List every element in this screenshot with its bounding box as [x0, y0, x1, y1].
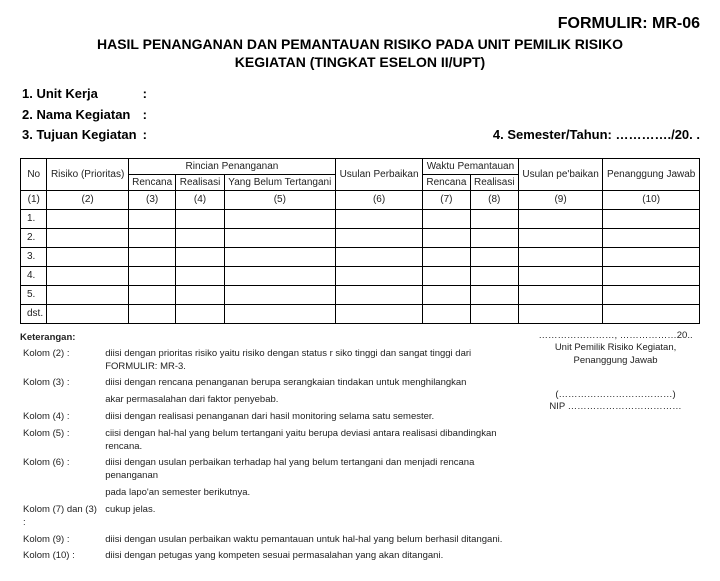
th-usulan: Usulan Perbaikan	[336, 158, 423, 190]
colnum: (7)	[423, 190, 471, 209]
colnum: (4)	[176, 190, 224, 209]
meta-semester: 4. Semester/Tahun: …………./20. .	[493, 127, 700, 146]
colnum: (5)	[224, 190, 335, 209]
title-line2: KEGIATAN (TINGKAT ESELON II/UPT)	[235, 54, 485, 70]
th-realisasi: Realisasi	[176, 174, 224, 190]
table-row: 3.	[21, 247, 47, 266]
th-rencana2: Rencana	[423, 174, 471, 190]
table-row: 2.	[21, 228, 47, 247]
table-row: 1.	[21, 209, 47, 228]
th-belum: Yang Belum Tertangani	[224, 174, 335, 190]
colnum: (3)	[128, 190, 176, 209]
meta-block: 1. Unit Kerja: 2. Nama Kegiatan: 3. Tuju…	[20, 83, 700, 146]
sign-role1: Unit Pemilik Risiko Kegiatan,	[531, 342, 700, 354]
th-waktu: Waktu Pemantauan	[423, 158, 519, 174]
th-rencana: Rencana	[128, 174, 176, 190]
keterangan-block: Keterangan: Kolom (2) :diisi dengan prio…	[20, 332, 531, 566]
form-code: FORMULIR: MR-06	[20, 15, 700, 33]
th-realisasi2: Realisasi	[470, 174, 518, 190]
table-row: 4.	[21, 266, 47, 285]
meta-tujuan-label: 3. Tujuan Kegiatan	[22, 126, 141, 144]
sign-location: ……………………, ………………20..	[531, 330, 700, 342]
sign-nip: NIP ………………………………	[531, 401, 700, 413]
colnum: (8)	[470, 190, 518, 209]
th-usulan-p: Usulan pe'baikan	[518, 158, 602, 190]
th-rincian: Rincian Penanganan	[128, 158, 335, 174]
sign-name: (………………………………)	[531, 389, 700, 401]
colnum: (2)	[47, 190, 128, 209]
table-row: dst.	[21, 304, 47, 323]
colnum: (9)	[518, 190, 602, 209]
form-title: HASIL PENANGANAN DAN PEMANTAUAN RISIKO P…	[20, 35, 700, 71]
sign-role2: Penanggung Jawab	[531, 355, 700, 367]
colnum: (6)	[336, 190, 423, 209]
colnum: (1)	[21, 190, 47, 209]
main-table: No Risiko (Prioritas) Rincian Penanganan…	[20, 158, 700, 324]
meta-unit-label: 1. Unit Kerja	[22, 85, 141, 103]
signature-block: ……………………, ………………20.. Unit Pemilik Risiko…	[531, 330, 700, 414]
colnum: (10)	[603, 190, 700, 209]
meta-left: 1. Unit Kerja: 2. Nama Kegiatan: 3. Tuju…	[20, 83, 153, 146]
th-no: No	[21, 158, 47, 190]
meta-nama-label: 2. Nama Kegiatan	[22, 106, 141, 124]
keterangan-title: Keterangan:	[20, 332, 531, 345]
table-row: 5.	[21, 285, 47, 304]
th-penanggung: Penanggung Jawab	[603, 158, 700, 190]
title-line1: HASIL PENANGANAN DAN PEMANTAUAN RISIKO P…	[97, 36, 623, 52]
th-risiko: Risiko (Prioritas)	[47, 158, 128, 190]
